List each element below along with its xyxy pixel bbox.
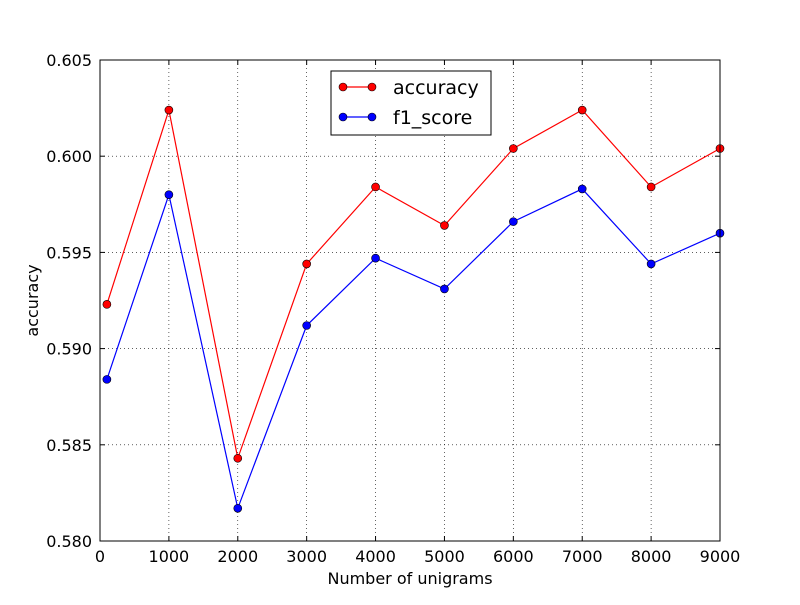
y-tick-label: 0.600 [46, 147, 92, 166]
x-tick-label: 4000 [355, 547, 396, 566]
axis-ticks [99, 59, 721, 542]
data-point [577, 105, 587, 115]
legend-marker [338, 82, 348, 92]
data-point [233, 503, 243, 513]
data-point [164, 105, 174, 115]
legend-label: f1_score [393, 107, 472, 129]
data-point [646, 259, 656, 269]
x-tick-label: 0 [95, 547, 105, 566]
data-point [302, 321, 311, 330]
legend-item: accuracy [338, 77, 479, 99]
data-point [646, 182, 656, 192]
x-tick-label: 6000 [493, 547, 534, 566]
x-tick-label: 7000 [562, 547, 603, 566]
series-layer [102, 105, 725, 513]
plot-frame [99, 59, 721, 542]
x-tick-label: 1000 [149, 547, 190, 566]
data-point [440, 284, 449, 294]
x-tick-labels: 0 1000 2000 3000 4000 5000 6000 7000 8000 9000 [95, 547, 740, 566]
y-tick-labels: 0.580 0.585 0.590 0.595 0.600 0.605 [46, 51, 92, 551]
y-tick-label: 0.590 [46, 340, 92, 359]
data-point [302, 259, 311, 269]
x-axis-label: Number of unigrams [327, 569, 492, 588]
legend-marker [367, 82, 377, 92]
legend-marker [367, 112, 377, 122]
data-point [577, 184, 587, 194]
y-tick-label: 0.580 [46, 532, 92, 551]
data-point [233, 453, 243, 463]
series-accuracy [102, 105, 725, 463]
x-tick-label: 5000 [424, 547, 465, 566]
data-point [102, 300, 112, 309]
x-tick-label: 9000 [700, 547, 741, 566]
legend-label: accuracy [393, 77, 479, 99]
data-point [371, 253, 380, 263]
data-point [371, 182, 380, 192]
x-tick-label: 3000 [286, 547, 327, 566]
x-tick-label: 8000 [631, 547, 672, 566]
data-point [440, 221, 449, 230]
legend-item: f1_score [338, 107, 472, 129]
legend: accuracy f1_score [330, 70, 492, 136]
y-tick-label: 0.585 [46, 436, 92, 455]
series-f1_score [102, 184, 725, 513]
series-line [106, 188, 721, 511]
data-point [164, 190, 174, 199]
legend-box [330, 70, 492, 136]
data-point [102, 375, 112, 384]
y-tick-label: 0.595 [46, 243, 92, 262]
data-point [509, 144, 518, 153]
data-point [509, 217, 518, 226]
y-axis-label: accuracy [23, 264, 42, 336]
series-line [106, 109, 721, 461]
y-tick-label: 0.605 [46, 51, 92, 70]
x-tick-label: 2000 [217, 547, 258, 566]
legend-marker [338, 112, 348, 122]
